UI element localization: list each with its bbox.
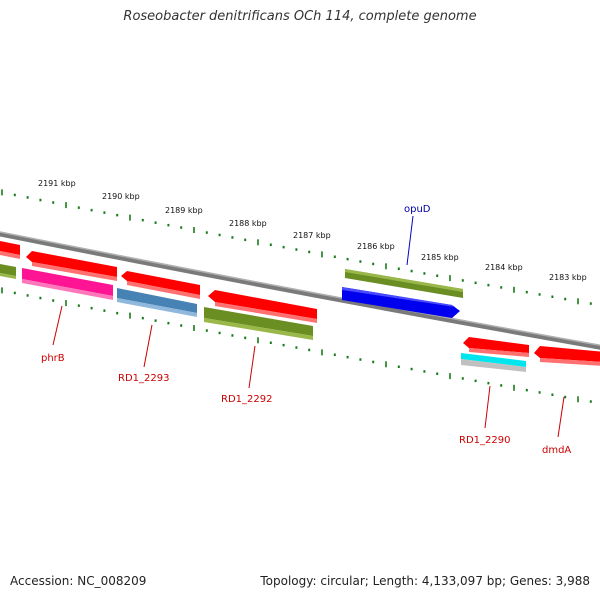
scale-label-2189: 2189 kbp	[165, 206, 203, 215]
scale-label-2186: 2186 kbp	[357, 242, 395, 251]
scale-label-2188: 2188 kbp	[229, 219, 267, 228]
leader-phrB	[52, 305, 63, 346]
scale-label-2190: 2190 kbp	[102, 192, 140, 201]
gene-RD1_2293[interactable]	[117, 288, 197, 317]
gene-red-2[interactable]	[26, 251, 117, 281]
scale-label-2183: 2183 kbp	[549, 273, 587, 282]
gene-olive-left[interactable]	[0, 263, 16, 279]
gene-opuD[interactable]	[342, 287, 460, 318]
label-opuD: opuD	[404, 204, 431, 215]
gene-red-3[interactable]	[121, 271, 200, 299]
gene-red-4[interactable]	[208, 290, 317, 323]
genome-summary-text: Topology: circular; Length: 4,133,097 bp…	[260, 574, 590, 588]
leader-RD1_2292	[248, 345, 256, 389]
gene-dmdA[interactable]	[534, 346, 600, 366]
label-dmdA: dmdA	[542, 445, 571, 456]
gene-labels: opuD phrB RD1_2293 RD1_2292 RD1_2290 dmd…	[41, 204, 571, 456]
gene-RD1_2292[interactable]	[204, 307, 313, 340]
scale-label-2187: 2187 kbp	[293, 231, 331, 240]
gene-red-left-1[interactable]	[0, 240, 20, 259]
scale-label-2185: 2185 kbp	[421, 253, 459, 262]
forward-strand-genes	[342, 269, 463, 318]
upper-tick-row	[1, 189, 592, 305]
reverse-strand-genes	[0, 240, 600, 372]
scale-label-2191: 2191 kbp	[38, 179, 76, 188]
label-RD1_2293: RD1_2293	[118, 373, 169, 384]
label-leaders	[52, 215, 565, 438]
map-title: Roseobacter denitrificans OCh 114, compl…	[123, 9, 477, 24]
accession-text: Accession: NC_008209	[10, 574, 147, 588]
leader-dmdA	[557, 396, 565, 438]
label-RD1_2292: RD1_2292	[221, 394, 272, 405]
gene-olive-opuD-upper[interactable]	[345, 269, 463, 298]
scale-labels: 2191 kbp 2190 kbp 2189 kbp 2188 kbp 2187…	[38, 179, 587, 282]
leader-RD1_2293	[143, 324, 153, 368]
lower-tick-row	[1, 287, 592, 403]
gene-RD1_2290[interactable]	[461, 353, 526, 372]
gene-phrB[interactable]	[22, 268, 113, 300]
leader-RD1_2290	[484, 385, 491, 429]
leader-opuD	[406, 215, 414, 266]
label-RD1_2290: RD1_2290	[459, 435, 510, 446]
backbone	[0, 231, 600, 350]
gene-red-5[interactable]	[463, 337, 529, 357]
label-phrB: phrB	[41, 353, 65, 364]
scale-label-2184: 2184 kbp	[485, 263, 523, 272]
